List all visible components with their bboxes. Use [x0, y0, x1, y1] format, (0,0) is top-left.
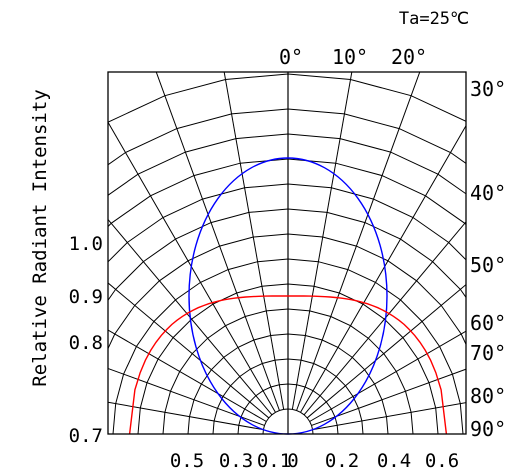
intensity-curves — [128, 157, 448, 435]
left-tick-label: 1.0 — [69, 233, 103, 255]
grid-spoke — [291, 72, 353, 410]
grid-spoke — [306, 283, 466, 419]
grid-spoke — [223, 72, 285, 410]
grid-spoke — [108, 282, 270, 419]
bottom-tick-label: 0.3 — [219, 450, 253, 471]
angle-label: 80° — [470, 384, 505, 408]
bottom-tick-label: 0.1 — [257, 450, 291, 471]
bottom-tick-label: 0.6 — [425, 450, 459, 471]
grid-spoke — [108, 329, 267, 422]
angle-label: 20° — [391, 45, 427, 69]
grid-spoke — [108, 121, 276, 413]
left-tick-label: 0.7 — [69, 425, 103, 447]
grid-ring — [108, 208, 466, 302]
bottom-tick-label: 0.4 — [377, 450, 411, 471]
left-tick-label: 0.8 — [69, 332, 103, 354]
angle-label: 90° — [470, 417, 505, 441]
angle-label: 0° — [279, 45, 303, 69]
y-axis-label: Relative Radiant Intensity — [29, 89, 51, 386]
angle-label: 60° — [470, 311, 505, 335]
grid-spoke — [300, 124, 466, 413]
plot-frame — [107, 71, 467, 435]
bottom-tick-label: 0.2 — [325, 450, 359, 471]
grid-spoke — [155, 72, 280, 411]
angle-label: 70° — [470, 341, 505, 365]
grid-spoke — [309, 330, 466, 422]
chart-labels: Ta=25℃ Relative Radiant Intensity 0° 10° 2… — [29, 9, 505, 471]
bottom-tick-label: 0 — [287, 450, 298, 471]
bottom-tick-label: 0.5 — [170, 450, 204, 471]
grid-ring — [108, 133, 466, 196]
angle-label: 10° — [332, 45, 368, 69]
left-tick-label: 0.9 — [69, 286, 103, 308]
grid-spoke — [296, 72, 421, 411]
grid-spoke — [108, 218, 273, 416]
grid-spoke — [311, 368, 466, 426]
polar-grid — [108, 72, 466, 434]
curve-series-1 — [188, 157, 388, 435]
curve-series-2 — [128, 295, 448, 435]
grid-spoke — [312, 402, 466, 431]
angle-label: 40° — [470, 181, 505, 205]
condition-label: Ta=25℃ — [399, 9, 469, 29]
angle-label: 30° — [470, 77, 505, 101]
grid-spoke — [108, 367, 265, 426]
grid-spoke — [303, 221, 466, 416]
angle-label: 50° — [470, 253, 505, 277]
grid-spoke — [108, 401, 264, 431]
